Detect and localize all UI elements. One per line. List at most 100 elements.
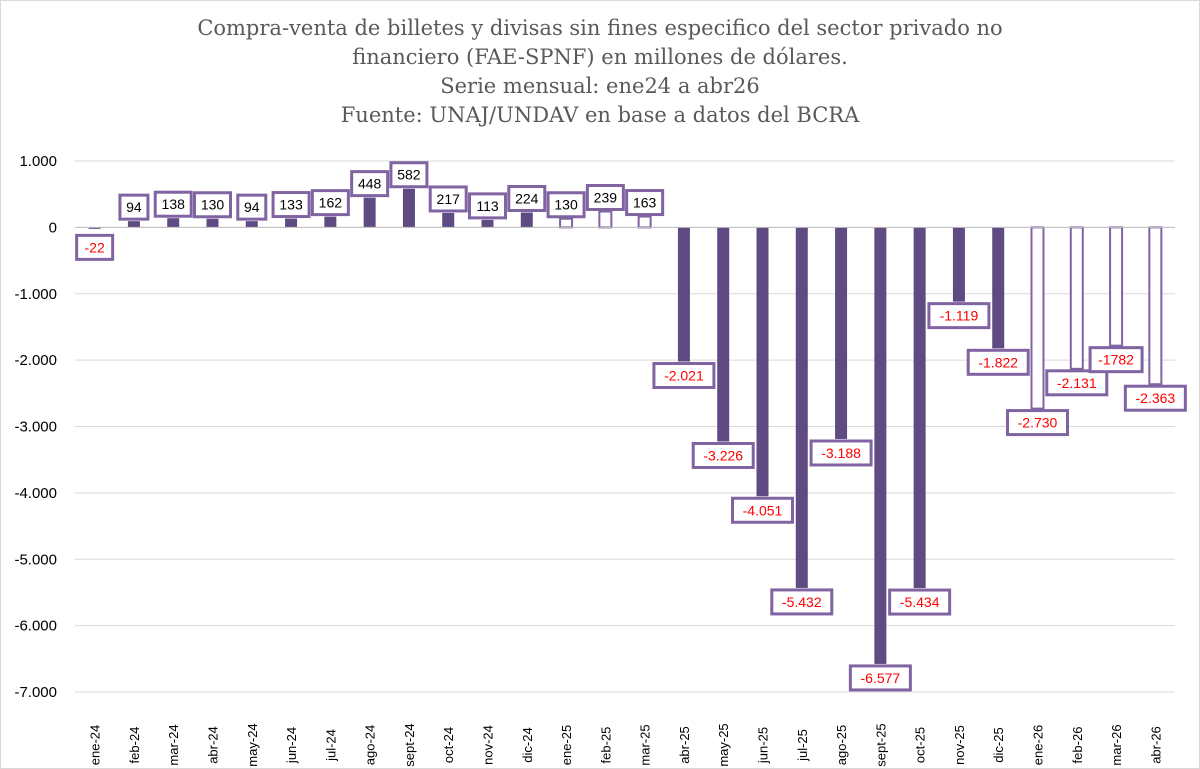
data-label: -3.188 <box>821 445 861 461</box>
bar <box>206 218 219 228</box>
bar <box>363 197 376 228</box>
x-tick-label: oct-24 <box>441 727 456 763</box>
bar <box>520 212 533 228</box>
data-label: 162 <box>319 195 343 211</box>
x-tick-label: nov-25 <box>952 725 967 765</box>
data-label: -22 <box>85 239 105 255</box>
x-axis: ene-24 feb-24 mar-24 abr-24 may-24 jun-24 jul-… <box>75 226 1175 767</box>
x-tick-label: jul-25 <box>795 729 810 762</box>
data-label-box <box>1045 369 1109 397</box>
y-tick-label: -7.000 <box>14 684 57 701</box>
bar <box>874 227 887 664</box>
bar <box>285 218 298 228</box>
data-label: -6.577 <box>861 670 901 686</box>
x-tick-label: abr-26 <box>1148 726 1163 764</box>
data-label: 448 <box>358 176 382 192</box>
x-tick-label: abr-24 <box>206 726 221 764</box>
data-label: 138 <box>162 196 186 212</box>
bar <box>127 221 140 228</box>
x-tick-label: oct-25 <box>913 727 928 763</box>
bar <box>913 227 926 589</box>
data-label-box <box>927 302 991 330</box>
data-label-box <box>153 190 193 218</box>
x-tick-label: ago-25 <box>834 725 849 765</box>
bar <box>1148 226 1163 386</box>
data-label-box <box>652 362 716 390</box>
bar <box>677 227 690 362</box>
x-tick-label: feb-26 <box>1070 727 1085 764</box>
x-tick-label: may-25 <box>716 723 731 766</box>
y-tick-label: -5.000 <box>14 551 57 568</box>
data-label: -5.434 <box>900 594 940 610</box>
data-label-box <box>691 442 755 470</box>
data-label-box <box>966 348 1030 376</box>
bar <box>245 221 258 228</box>
bar <box>598 210 613 229</box>
bar <box>717 227 730 442</box>
x-tick-label: jul-24 <box>323 729 338 762</box>
x-tick-label: sept-24 <box>402 723 417 766</box>
x-tick-label: feb-25 <box>598 727 613 764</box>
x-tick-label: mar-24 <box>166 724 181 765</box>
bar <box>88 227 101 229</box>
data-label-box <box>389 161 429 189</box>
data-label: 130 <box>201 197 225 213</box>
y-axis: 1.000 0 -1.000 -2.000 -3.000 -4.000 -5.000 -6.0… <box>14 153 57 701</box>
title-line-2: financiero (FAE-SPNF) en millones de dól… <box>352 45 848 69</box>
data-label-box <box>236 193 268 221</box>
data-label: 239 <box>594 190 618 206</box>
data-label: -3.226 <box>703 448 743 464</box>
bar <box>559 217 574 229</box>
data-label: 217 <box>437 191 461 207</box>
title-line-1: Compra-venta de billetes y divisas sin f… <box>197 16 1003 40</box>
y-tick-label: 0 <box>49 219 57 236</box>
bar <box>1109 226 1124 347</box>
x-tick-label: ago-24 <box>363 725 378 765</box>
bar <box>795 227 808 588</box>
data-label-box <box>770 588 834 616</box>
data-label-box <box>731 496 794 524</box>
data-label-box <box>310 189 350 217</box>
y-tick-label: -6.000 <box>14 618 57 635</box>
data-label-box <box>585 184 625 212</box>
data-label: -1.822 <box>978 354 1018 370</box>
chart-title: Compra-venta de billetes y divisas sin f… <box>0 14 1200 130</box>
bar <box>442 212 455 228</box>
data-label: 94 <box>126 199 142 215</box>
y-tick-label: -1.000 <box>14 286 57 303</box>
x-tick-label: feb-24 <box>127 727 142 764</box>
x-tick-label: ene-25 <box>559 725 574 765</box>
bar <box>835 227 848 439</box>
data-label: -4.051 <box>743 502 783 518</box>
data-label: -2.131 <box>1057 375 1097 391</box>
data-label: 94 <box>244 199 260 215</box>
data-label: -5.432 <box>782 594 822 610</box>
data-label: 133 <box>279 197 303 213</box>
data-label: -2.730 <box>1018 415 1058 431</box>
y-tick-label: 1.000 <box>19 153 57 170</box>
x-tick-label: dic-24 <box>520 727 535 762</box>
data-label-box <box>118 193 150 221</box>
data-label: 582 <box>397 167 421 183</box>
data-label-box <box>1006 409 1069 437</box>
x-tick-label: mar-26 <box>1109 724 1124 765</box>
x-tick-label: jun-25 <box>756 727 771 764</box>
bar <box>1069 226 1084 370</box>
bar <box>637 215 652 229</box>
data-label-box <box>507 185 547 213</box>
data-label: -2.021 <box>664 368 704 384</box>
bar <box>324 216 337 228</box>
data-label-box <box>848 664 912 692</box>
bar <box>952 227 965 302</box>
data-label-box <box>809 439 873 467</box>
title-line-4: Fuente: UNAJ/UNDAV en base a datos del B… <box>340 103 860 127</box>
bar <box>167 218 180 228</box>
data-label-box <box>468 192 507 220</box>
bar <box>992 227 1005 349</box>
data-label-box <box>1123 384 1187 412</box>
data-label: -1.119 <box>940 308 979 324</box>
data-label-box <box>350 170 390 198</box>
bar <box>402 188 415 228</box>
